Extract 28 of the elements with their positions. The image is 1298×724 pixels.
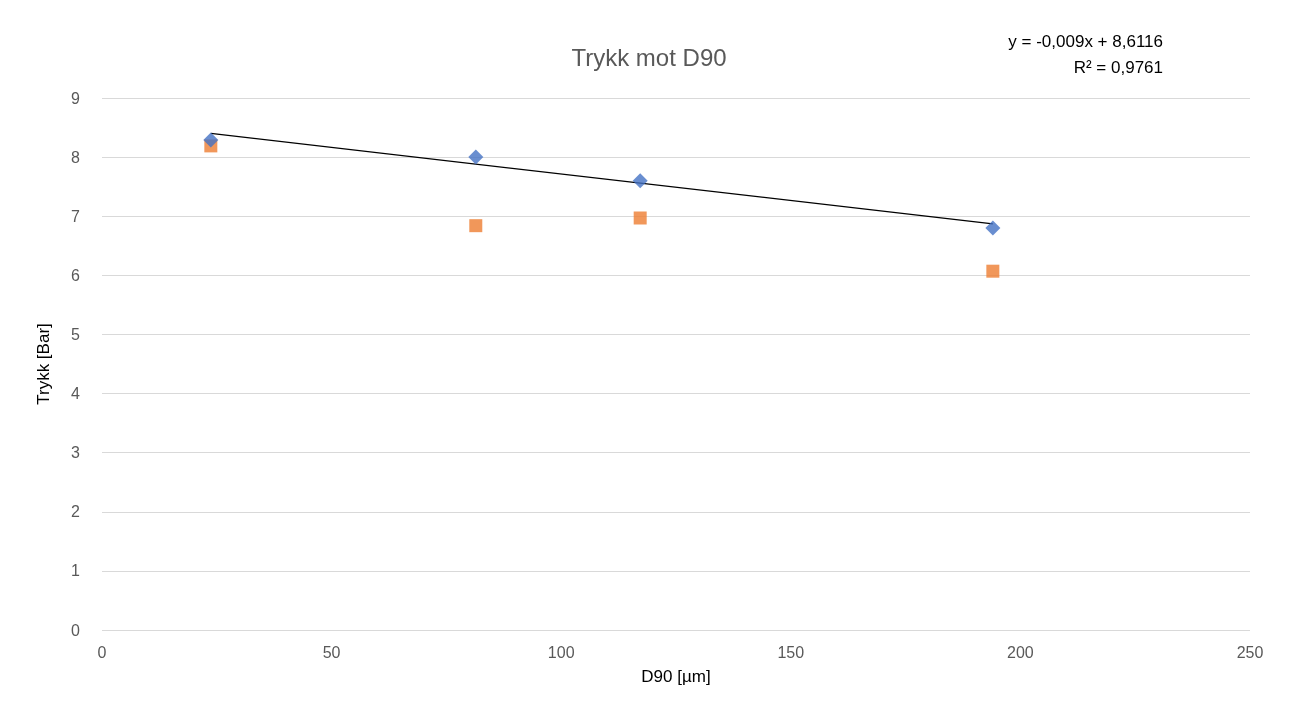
x-tick-label: 100 xyxy=(547,643,575,661)
y-tick-label: 6 xyxy=(71,266,81,284)
point xyxy=(633,211,647,225)
point xyxy=(632,173,648,189)
text: y = -0,009x + 8,6116 xyxy=(1008,32,1163,51)
text: R² = 0,9761 xyxy=(1073,58,1163,77)
y-tick-label: 2 xyxy=(71,503,81,521)
x-axis-title: D90 [µm] xyxy=(641,667,711,686)
y-tick-label: 0 xyxy=(71,621,81,639)
x-tick-label: 0 xyxy=(97,643,107,661)
y-tick-label: 5 xyxy=(71,325,81,343)
y-tick-label: 4 xyxy=(71,385,81,403)
y-tick-label: 7 xyxy=(71,207,81,225)
point xyxy=(985,220,1001,236)
y-tick-label: 9 xyxy=(71,89,81,107)
point xyxy=(203,132,219,148)
point xyxy=(986,264,1000,278)
y-tick-label: 1 xyxy=(71,562,81,580)
y-axis-title: Trykk [Bar] xyxy=(34,323,53,405)
x-tick-label: 250 xyxy=(1236,643,1264,661)
chart-title: Trykk mot D90 xyxy=(571,43,727,71)
x-tick-label: 200 xyxy=(1007,643,1034,661)
x-tick-label: 50 xyxy=(322,643,341,661)
point xyxy=(469,219,483,233)
x-tick-label: 150 xyxy=(777,643,805,661)
y-tick-label: 8 xyxy=(71,148,81,166)
y-tick-label: 3 xyxy=(71,444,81,462)
point xyxy=(468,149,484,165)
